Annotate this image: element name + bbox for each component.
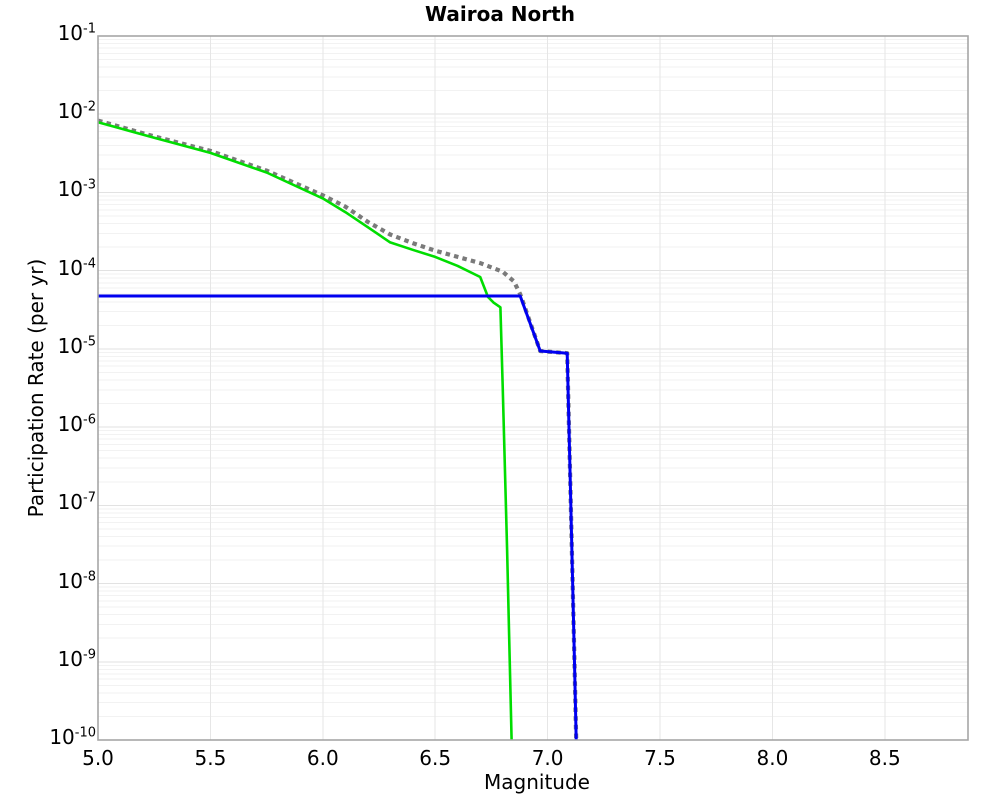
y-tick-label: 10-1 [57, 21, 96, 45]
x-tick-label: 8.0 [756, 746, 789, 770]
y-tick-label: 10-10 [49, 725, 96, 749]
green-solid-curve [97, 120, 513, 741]
blue-solid-curve [98, 294, 578, 741]
x-tick-label: 7.5 [644, 746, 676, 770]
data-series [97, 118, 579, 741]
y-tick-label: 10-7 [57, 490, 96, 515]
plot-border [97, 35, 969, 741]
x-axis-title: Magnitude [484, 770, 590, 794]
chart-title: Wairoa North [425, 2, 575, 26]
y-tick-label: 10-5 [57, 333, 96, 358]
major-gridlines [98, 35, 968, 741]
y-tick-label: 10-6 [57, 412, 96, 437]
x-tick-label: 5.0 [82, 746, 114, 770]
y-tick-label: 10-3 [57, 177, 96, 202]
minor-gridlines [98, 39, 968, 717]
y-axis-title: Participation Rate (per yr) [24, 258, 48, 518]
x-tick-label: 8.5 [868, 746, 901, 770]
y-tick-label: 10-9 [57, 646, 96, 671]
x-tick-label: 6.0 [306, 746, 339, 770]
x-tick-label: 6.5 [419, 746, 452, 770]
y-tick-label: 10-4 [57, 255, 96, 280]
y-tick-label: 10-8 [57, 568, 96, 593]
x-tick-label: 5.5 [194, 746, 227, 770]
x-tick-label: 7.0 [531, 746, 564, 770]
vertical-gridlines [97, 36, 886, 740]
y-tick-label: 10-2 [57, 99, 96, 124]
